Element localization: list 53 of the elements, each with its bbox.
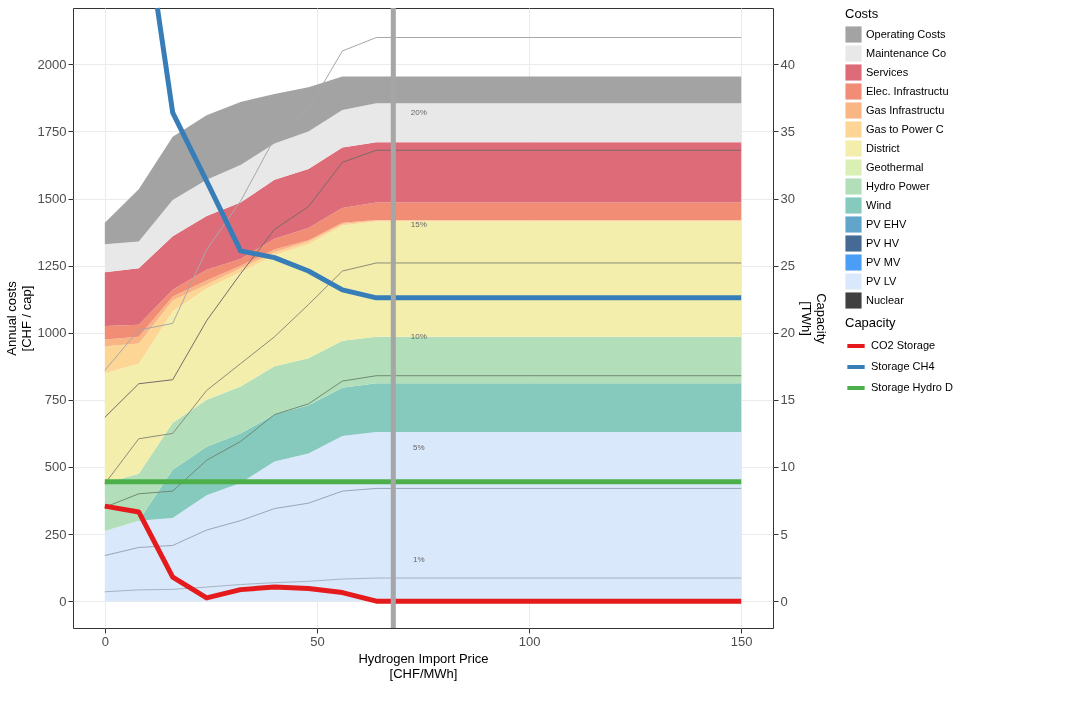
y2-tick-label: 40: [780, 56, 795, 72]
annotation: 15%: [410, 220, 427, 229]
y-tick-label: 1750: [37, 123, 67, 139]
annotation: 10%: [410, 331, 427, 341]
legend-label: PV LV: [866, 274, 898, 287]
y-tick-label: 1500: [37, 191, 67, 207]
y-tick-label: 1000: [37, 325, 67, 341]
text: Capacity: [845, 315, 896, 330]
legend-label: Services: [866, 65, 909, 78]
legend-label: Geothermal: [866, 160, 924, 173]
legend-label: PV HV: [866, 236, 900, 249]
legend-label: District: [866, 141, 900, 154]
y-tick-label: 750: [44, 392, 67, 408]
line-series: [104, 487, 742, 557]
y2-tick-label: 35: [780, 123, 795, 139]
y-tick-label: 2000: [37, 56, 67, 72]
x-tick-label: 100: [518, 633, 541, 649]
legend-label: Hydro Power: [866, 179, 930, 192]
legend-label: Storage Hydro D: [871, 381, 953, 393]
legend-label: PV MV: [866, 255, 901, 268]
legend-label: Maintenance Co: [866, 46, 947, 59]
y2-tick-label: 15: [780, 392, 795, 408]
line-series: [104, 149, 742, 418]
legend-label: Gas to Power C: [866, 122, 944, 135]
y-tick-label: 500: [44, 459, 67, 475]
x-tick-label: 0: [101, 633, 109, 649]
y2-tick-label: 25: [780, 258, 795, 274]
legend-label: Operating Costs: [866, 27, 946, 40]
y2-axis-title: Capacity [TWh]: [798, 293, 829, 345]
x-tick-label: 50: [310, 633, 325, 649]
y2-tick-label: 5: [780, 526, 788, 542]
y2-tick-label: 10: [780, 459, 795, 475]
x-axis-title: Hydrogen Import Price [CHF/MWh]: [358, 650, 489, 681]
legend-label: Nuclear: [866, 293, 905, 306]
y2-tick-label: 30: [780, 191, 795, 207]
legend-label: Wind: [866, 198, 892, 211]
legend-label: Gas Infrastructu: [866, 103, 945, 116]
y-axis-title: Annual costs [CHF / cap]: [3, 280, 34, 356]
x-tick-label: 150: [730, 633, 753, 649]
y2-tick-label: 0: [780, 593, 788, 609]
line-series: [104, 577, 742, 593]
y2-tick-label: 20: [780, 325, 795, 341]
y-tick-label: 1250: [37, 258, 67, 274]
legend-label: Storage CH4: [871, 360, 935, 372]
annotation: 5%: [413, 443, 425, 453]
y-tick-label: 250: [44, 526, 67, 542]
y-tick-label: 0: [59, 593, 67, 609]
annotation: 20%: [410, 108, 427, 118]
legend-label: Elec. Infrastructu: [866, 84, 949, 97]
legend-label: PV EHV: [866, 217, 908, 230]
text: Costs: [845, 6, 879, 21]
annotation: 1%: [413, 554, 425, 564]
legend-label: CO2 Storage: [871, 339, 936, 351]
